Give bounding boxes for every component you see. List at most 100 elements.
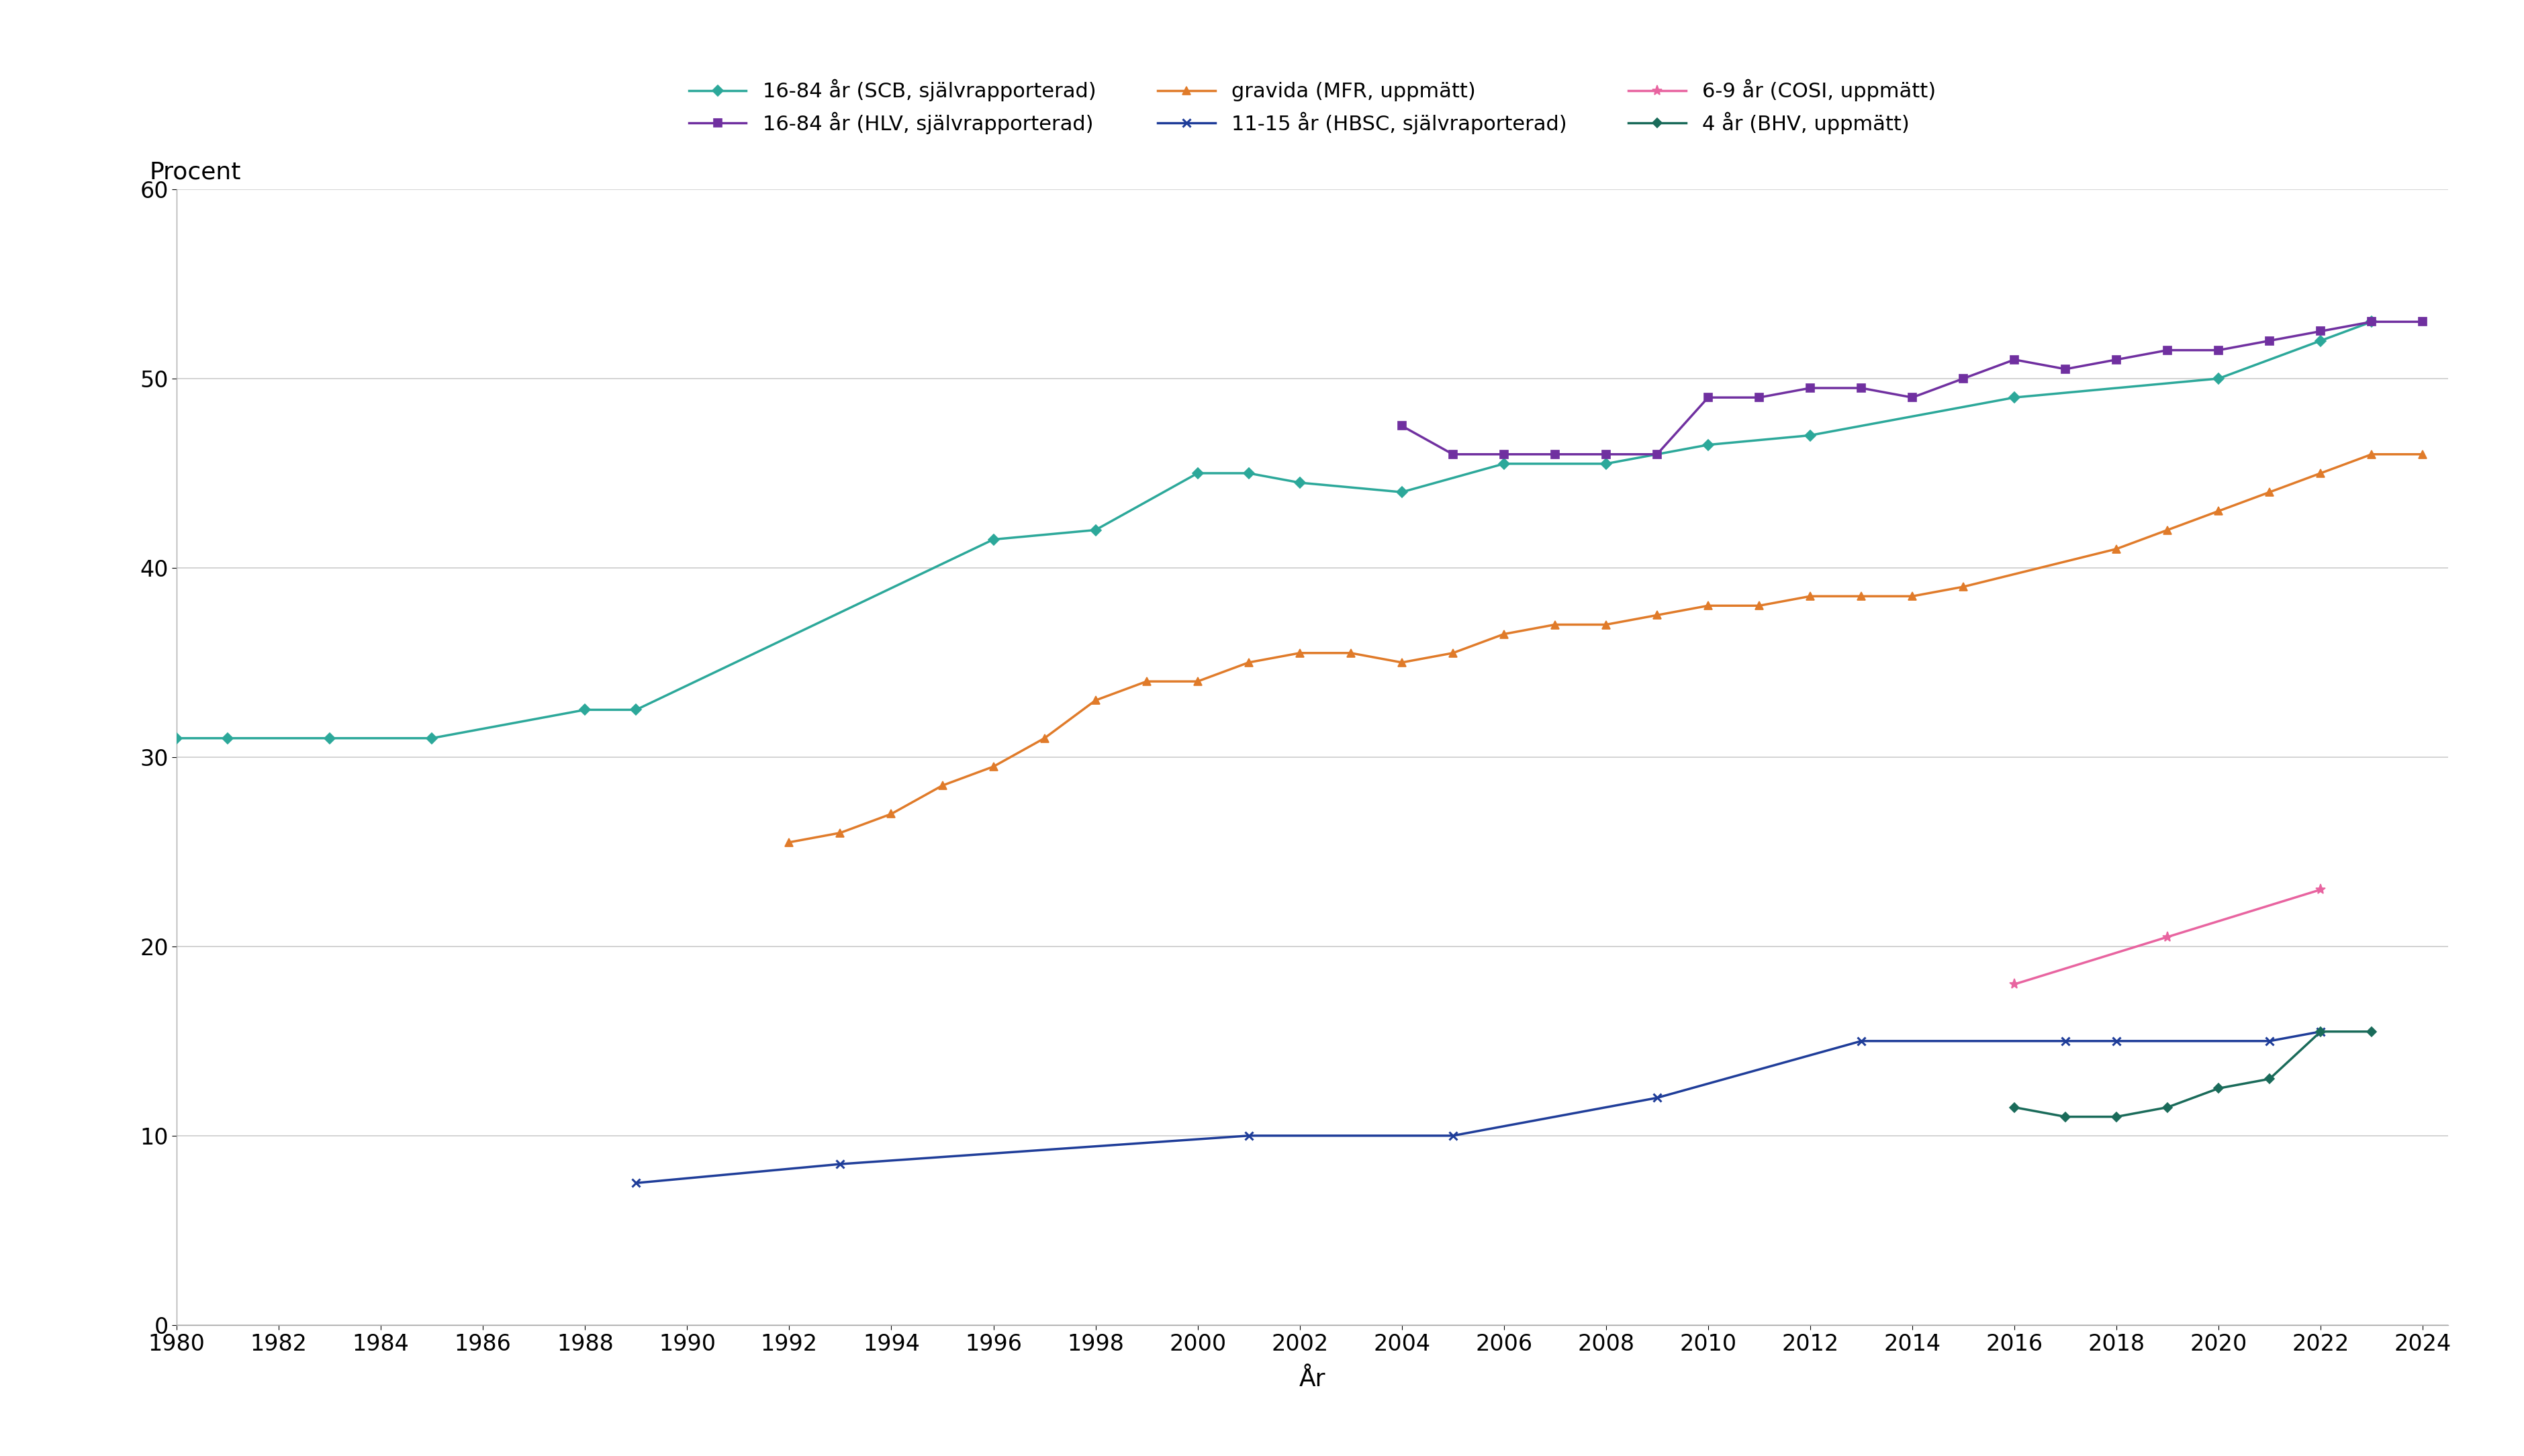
gravida (MFR, uppmätt) <box>1335 644 1365 661</box>
gravida (MFR, uppmätt) <box>2203 502 2234 520</box>
gravida (MFR, uppmätt) <box>1030 729 1060 747</box>
gravida (MFR, uppmätt) <box>876 805 906 823</box>
gravida (MFR, uppmätt) <box>1845 587 1875 606</box>
16-84 år (HLV, självrapporterad) <box>1845 380 1875 397</box>
11-15 år (HBSC, självraporterad) <box>1234 1127 1265 1144</box>
16-84 år (HLV, självrapporterad) <box>2304 322 2335 339</box>
gravida (MFR, uppmätt) <box>926 778 957 795</box>
4 år (BHV, uppmätt) <box>2102 1108 2133 1125</box>
gravida (MFR, uppmätt) <box>1540 616 1570 633</box>
gravida (MFR, uppmätt) <box>2102 540 2133 558</box>
16-84 år (SCB, självrapporterad) <box>2203 370 2234 387</box>
4 år (BHV, uppmätt) <box>2357 1022 2388 1040</box>
gravida (MFR, uppmätt) <box>1949 578 1979 596</box>
X-axis label: År: År <box>1300 1369 1325 1390</box>
gravida (MFR, uppmätt) <box>825 824 856 842</box>
16-84 år (HLV, självrapporterad) <box>2153 341 2183 358</box>
16-84 år (HLV, självrapporterad) <box>1386 416 1416 434</box>
16-84 år (HLV, självrapporterad) <box>2357 313 2388 331</box>
Legend: 16-84 år (SCB, självrapporterad), 16-84 år (HLV, självrapporterad), gravida (MFR: 16-84 år (SCB, självrapporterad), 16-84 … <box>679 68 1946 144</box>
16-84 år (SCB, självrapporterad) <box>570 700 601 718</box>
gravida (MFR, uppmätt) <box>979 759 1010 776</box>
11-15 år (HBSC, självraporterad) <box>2254 1032 2284 1050</box>
16-84 år (HLV, självrapporterad) <box>1795 380 1825 397</box>
16-84 år (SCB, självrapporterad) <box>1999 389 2029 406</box>
4 år (BHV, uppmätt) <box>2203 1080 2234 1098</box>
11-15 år (HBSC, självraporterad) <box>1643 1089 1673 1107</box>
11-15 år (HBSC, självraporterad) <box>1845 1032 1875 1050</box>
16-84 år (SCB, självrapporterad) <box>1489 456 1519 473</box>
16-84 år (HLV, självrapporterad) <box>2203 341 2234 358</box>
Line: 4 år (BHV, uppmätt): 4 år (BHV, uppmätt) <box>2012 1028 2375 1120</box>
gravida (MFR, uppmätt) <box>1795 587 1825 606</box>
16-84 år (SCB, självrapporterad) <box>162 729 192 747</box>
gravida (MFR, uppmätt) <box>2408 446 2438 463</box>
16-84 år (HLV, självrapporterad) <box>1949 370 1979 387</box>
gravida (MFR, uppmätt) <box>1386 654 1416 671</box>
6-9 år (COSI, uppmätt) <box>2153 929 2183 946</box>
Line: gravida (MFR, uppmätt): gravida (MFR, uppmätt) <box>785 450 2426 846</box>
16-84 år (HLV, självrapporterad) <box>1643 446 1673 463</box>
gravida (MFR, uppmätt) <box>1744 597 1774 614</box>
gravida (MFR, uppmätt) <box>1439 644 1469 661</box>
Line: 6-9 år (COSI, uppmätt): 6-9 år (COSI, uppmätt) <box>2009 884 2325 990</box>
gravida (MFR, uppmätt) <box>775 833 805 850</box>
4 år (BHV, uppmätt) <box>2153 1098 2183 1115</box>
16-84 år (SCB, självrapporterad) <box>1181 464 1212 482</box>
16-84 år (SCB, självrapporterad) <box>1694 437 1724 454</box>
11-15 år (HBSC, självraporterad) <box>2049 1032 2080 1050</box>
16-84 år (SCB, självrapporterad) <box>1386 483 1416 501</box>
gravida (MFR, uppmätt) <box>2357 446 2388 463</box>
4 år (BHV, uppmätt) <box>2304 1022 2335 1040</box>
16-84 år (SCB, självrapporterad) <box>1795 427 1825 444</box>
16-84 år (HLV, självrapporterad) <box>1489 446 1519 463</box>
16-84 år (HLV, självrapporterad) <box>1694 389 1724 406</box>
6-9 år (COSI, uppmätt) <box>1999 976 2029 993</box>
16-84 år (SCB, självrapporterad) <box>979 531 1010 549</box>
16-84 år (SCB, självrapporterad) <box>316 729 346 747</box>
gravida (MFR, uppmätt) <box>1181 673 1212 690</box>
4 år (BHV, uppmätt) <box>1999 1098 2029 1115</box>
gravida (MFR, uppmätt) <box>2153 521 2183 539</box>
gravida (MFR, uppmätt) <box>1131 673 1161 690</box>
Line: 16-84 år (SCB, självrapporterad): 16-84 år (SCB, självrapporterad) <box>174 317 2375 743</box>
16-84 år (HLV, självrapporterad) <box>1999 351 2029 368</box>
11-15 år (HBSC, självraporterad) <box>621 1174 651 1191</box>
16-84 år (HLV, självrapporterad) <box>1540 446 1570 463</box>
11-15 år (HBSC, självraporterad) <box>2304 1022 2335 1040</box>
Line: 11-15 år (HBSC, självraporterad): 11-15 år (HBSC, självraporterad) <box>631 1028 2325 1187</box>
gravida (MFR, uppmätt) <box>1694 597 1724 614</box>
4 år (BHV, uppmätt) <box>2254 1070 2284 1088</box>
16-84 år (SCB, självrapporterad) <box>1080 521 1111 539</box>
16-84 år (HLV, självrapporterad) <box>2049 361 2080 379</box>
16-84 år (HLV, självrapporterad) <box>1744 389 1774 406</box>
16-84 år (SCB, självrapporterad) <box>2304 332 2335 349</box>
11-15 år (HBSC, självraporterad) <box>825 1156 856 1174</box>
gravida (MFR, uppmätt) <box>1234 654 1265 671</box>
gravida (MFR, uppmätt) <box>2254 483 2284 501</box>
gravida (MFR, uppmätt) <box>1590 616 1620 633</box>
gravida (MFR, uppmätt) <box>1285 644 1315 661</box>
16-84 år (SCB, självrapporterad) <box>416 729 447 747</box>
16-84 år (SCB, självrapporterad) <box>621 700 651 718</box>
16-84 år (SCB, självrapporterad) <box>212 729 242 747</box>
16-84 år (HLV, självrapporterad) <box>1898 389 1928 406</box>
16-84 år (HLV, självrapporterad) <box>2102 351 2133 368</box>
gravida (MFR, uppmätt) <box>1898 587 1928 606</box>
Text: Procent: Procent <box>149 160 242 183</box>
16-84 år (HLV, självrapporterad) <box>2408 313 2438 331</box>
16-84 år (SCB, självrapporterad) <box>1590 456 1620 473</box>
gravida (MFR, uppmätt) <box>1643 607 1673 625</box>
11-15 år (HBSC, självraporterad) <box>1439 1127 1469 1144</box>
16-84 år (HLV, självrapporterad) <box>1590 446 1620 463</box>
gravida (MFR, uppmätt) <box>1080 692 1111 709</box>
Line: 16-84 år (HLV, självrapporterad): 16-84 år (HLV, självrapporterad) <box>1398 317 2426 459</box>
16-84 år (HLV, självrapporterad) <box>1439 446 1469 463</box>
11-15 år (HBSC, självraporterad) <box>2102 1032 2133 1050</box>
16-84 år (HLV, självrapporterad) <box>2254 332 2284 349</box>
6-9 år (COSI, uppmätt) <box>2304 881 2335 898</box>
gravida (MFR, uppmätt) <box>2304 464 2335 482</box>
4 år (BHV, uppmätt) <box>2049 1108 2080 1125</box>
16-84 år (SCB, självrapporterad) <box>1285 473 1315 491</box>
16-84 år (SCB, självrapporterad) <box>1234 464 1265 482</box>
